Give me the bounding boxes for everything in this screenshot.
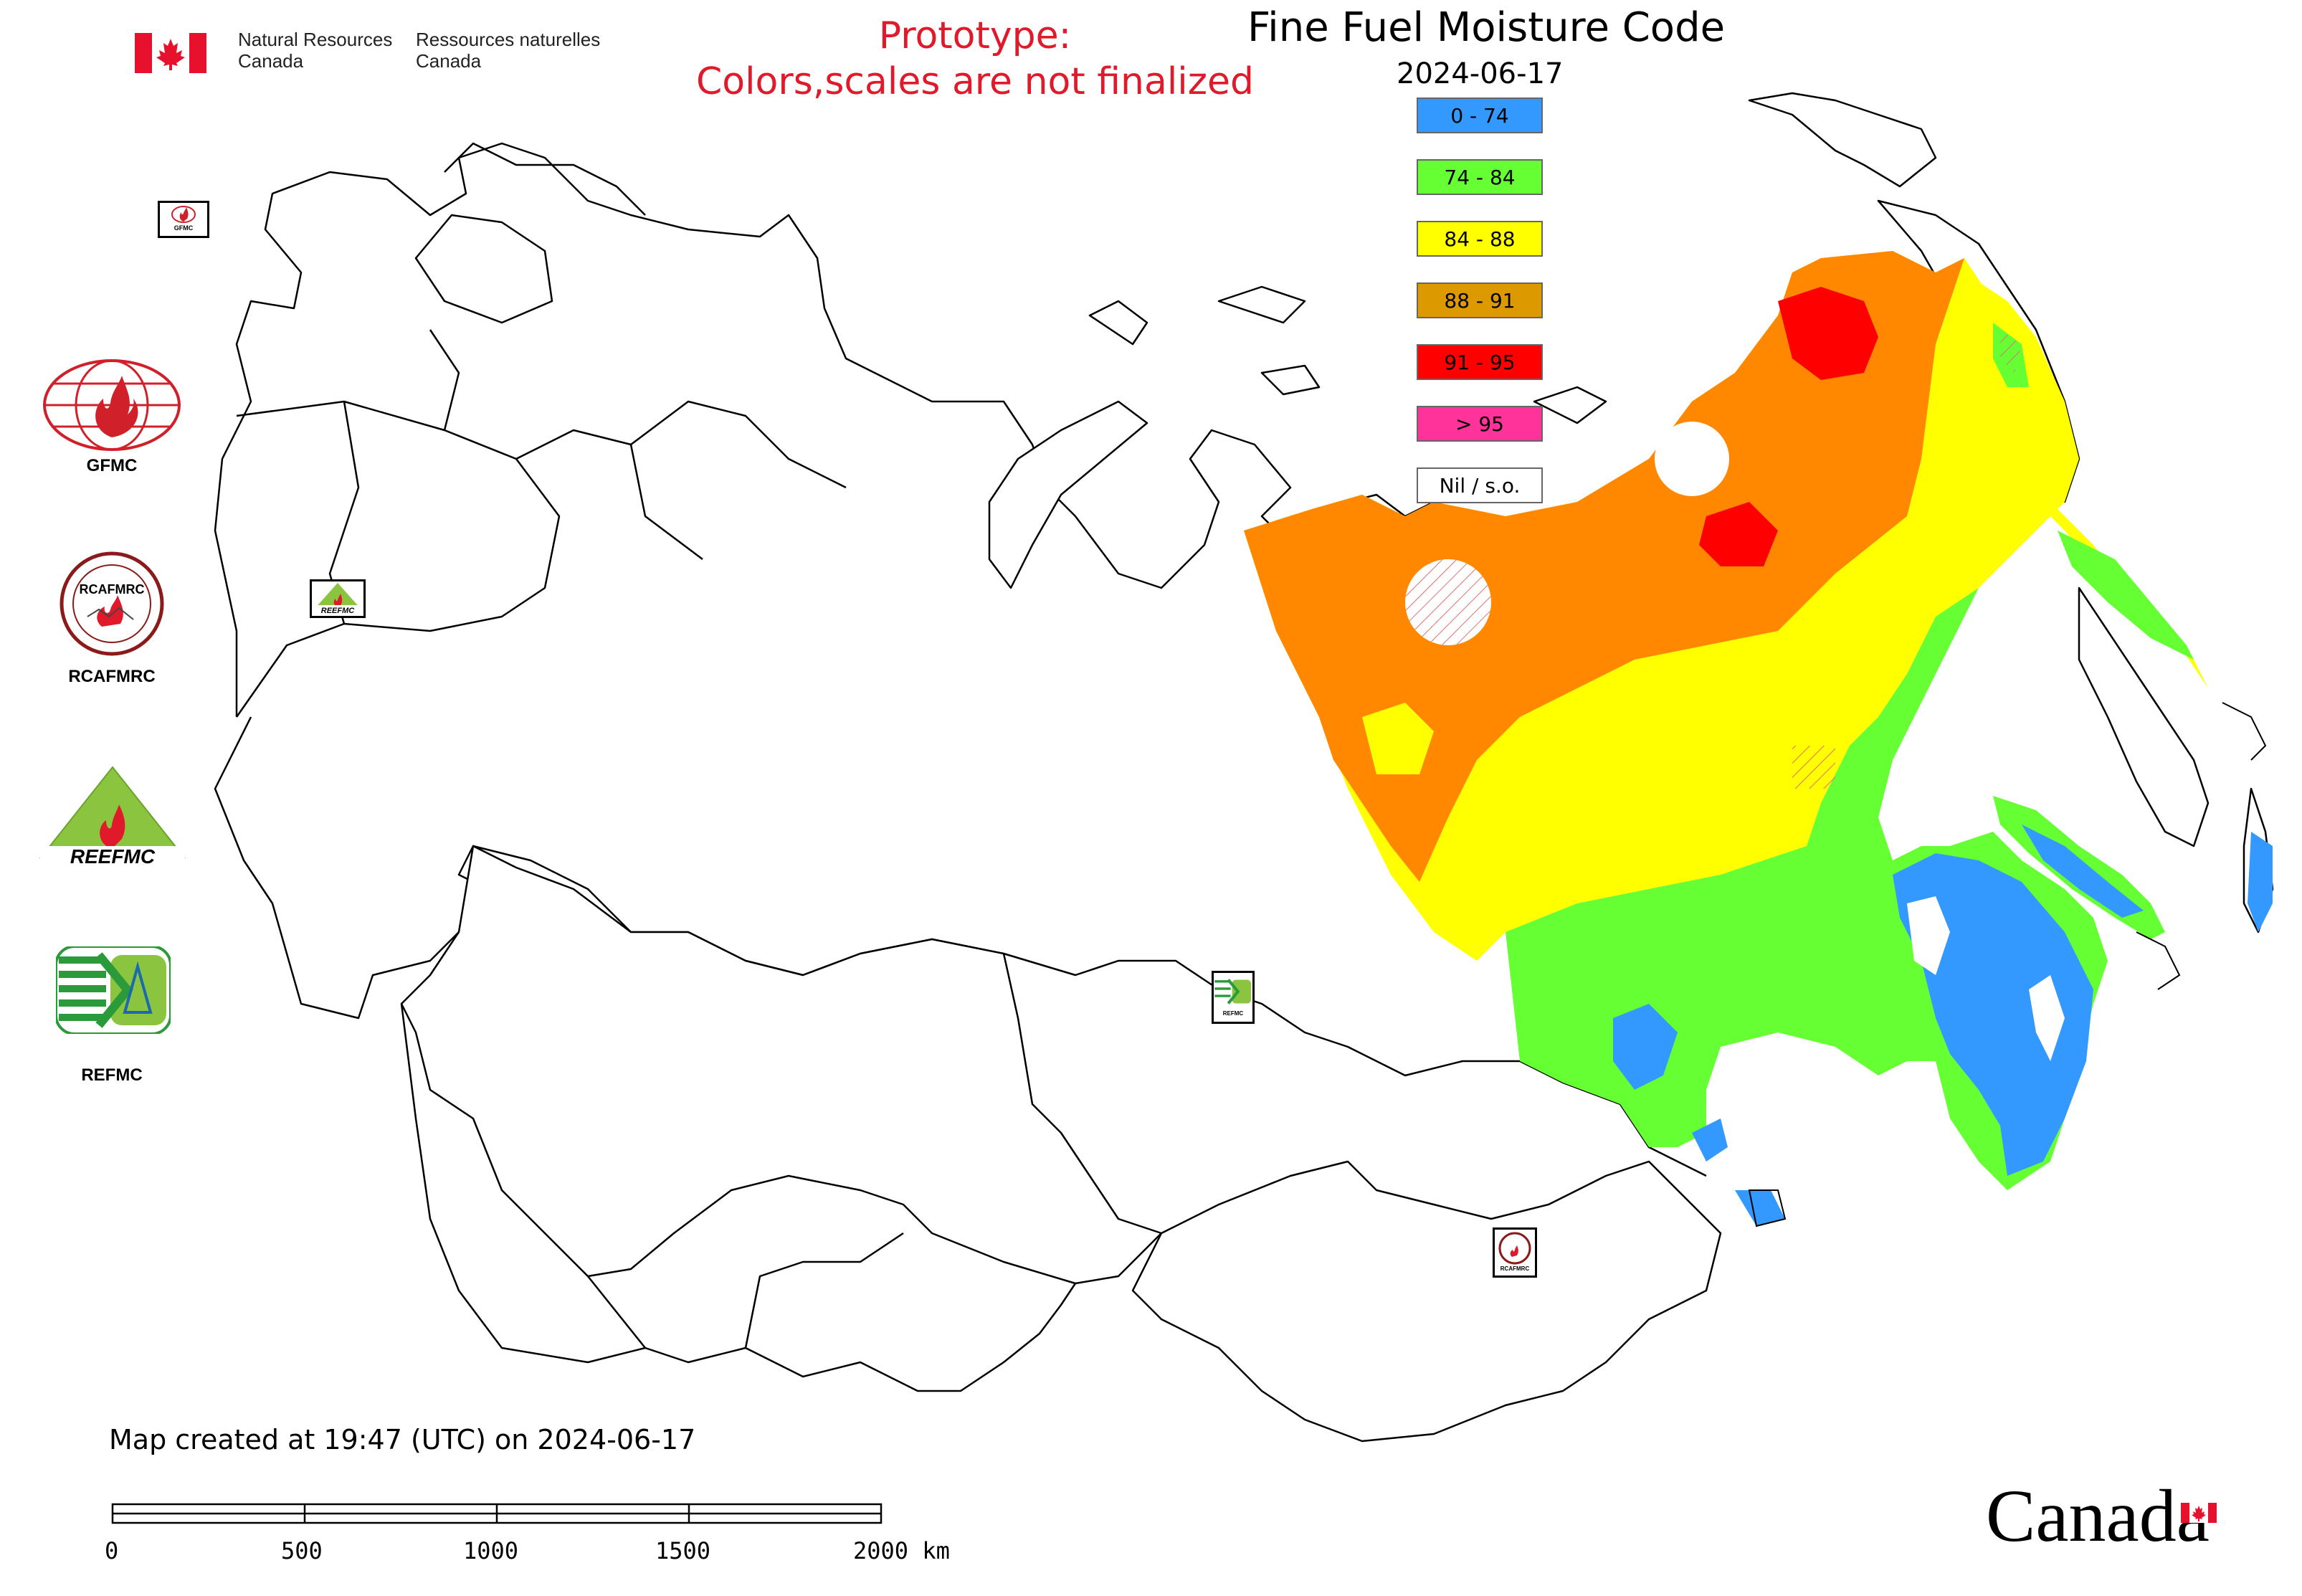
scale-label-1000: 1000 <box>463 1537 519 1564</box>
legend-item-4: 91 - 95 <box>1417 344 1543 380</box>
agency-fr-line2: Canada <box>416 50 482 72</box>
legend-item-3: 88 - 91 <box>1417 282 1543 318</box>
refmc-logo: REFMC <box>40 946 184 1090</box>
scale-label-1500: 1500 <box>655 1537 711 1564</box>
reefmc-label: REEFMC <box>70 845 156 868</box>
globe-flame-icon <box>43 359 181 451</box>
ring-seal-icon <box>1498 1232 1531 1265</box>
ffmc-field <box>1244 251 2273 1226</box>
legend-item-0: 0 - 74 <box>1417 98 1543 133</box>
legend-item-6: Nil / s.o. <box>1417 467 1543 503</box>
map-marker-reefmc: REEFMC <box>310 579 366 618</box>
map-marker-gfmc: GFMC <box>158 201 209 238</box>
sigma-logo-icon <box>56 946 171 1034</box>
agency-en-line2: Canada <box>238 50 304 72</box>
legend-item-2: 84 - 88 <box>1417 221 1543 257</box>
legend-label: 84 - 88 <box>1444 227 1516 251</box>
country-outlines <box>214 92 2274 1443</box>
legend-label: Nil / s.o. <box>1439 473 1521 498</box>
legend-label: 91 - 95 <box>1444 350 1516 374</box>
coastline-details <box>1748 702 2267 1227</box>
canada-wordmark: Canada <box>1986 1477 2222 1563</box>
rcafmrc-logo: RCAFMRC RCAFMRC <box>40 548 184 691</box>
legend-label: > 95 <box>1455 412 1504 436</box>
rcafmrc-label: RCAFMRC <box>68 667 156 686</box>
scale-labels: 0 500 1000 1500 2000 km <box>0 1537 1004 1573</box>
map-marker-rcafmrc-label: RCAFMRC <box>1500 1265 1530 1272</box>
nrcan-signature: Natural Resources Canada Ressources natu… <box>135 29 608 79</box>
map-marker-refmc: REFMC <box>1212 971 1255 1024</box>
scale-bar <box>111 1503 883 1524</box>
triangle-flame-icon: REEFMC <box>313 583 362 615</box>
map-title: Fine Fuel Moisture Code <box>1247 4 1726 51</box>
reefmc-logo: REEFMC <box>37 764 188 872</box>
scale-label-500: 500 <box>281 1537 323 1564</box>
ring-seal-icon: RCAFMRC <box>60 551 164 656</box>
map-marker-refmc-label: REFMC <box>1222 1010 1244 1017</box>
legend-label: 0 - 74 <box>1450 103 1509 128</box>
scale-label-2000: 2000 km <box>853 1537 950 1564</box>
prototype-line1: Prototype: <box>878 14 1072 57</box>
map-marker-reefmc-label: REEFMC <box>321 607 356 615</box>
globe-flame-icon <box>171 206 196 223</box>
legend: 0 - 74 74 - 84 84 - 88 88 - 91 91 - 95 >… <box>1417 98 1546 513</box>
scale-label-0: 0 <box>105 1537 119 1564</box>
canada-flag-icon <box>2181 1503 2217 1523</box>
legend-label: 88 - 91 <box>1444 288 1516 313</box>
agency-fr-line1: Ressources naturelles <box>416 29 601 50</box>
canada-wordmark-text: Canada <box>1986 1475 2210 1557</box>
map-created-text: Map created at 19:47 (UTC) on 2024-06-17 <box>109 1424 696 1455</box>
triangle-flame-icon: REEFMC <box>39 766 186 868</box>
refmc-label: REFMC <box>81 1065 143 1085</box>
map-date: 2024-06-17 <box>1397 57 1564 90</box>
prototype-notice: Prototype: Colors,scales are not finaliz… <box>674 13 1276 105</box>
canada-flag-icon <box>135 33 206 73</box>
rcafmrc-inner-text: RCAFMRC <box>80 582 145 597</box>
map-marker-gfmc-label: GFMC <box>173 224 194 232</box>
gfmc-label: GFMC <box>86 456 138 475</box>
sigma-logo-icon <box>1214 979 1251 1004</box>
gfmc-logo: GFMC <box>40 358 184 480</box>
legend-label: 74 - 84 <box>1444 165 1516 189</box>
prototype-line2: Colors,scales are not finalized <box>695 60 1255 103</box>
legend-item-1: 74 - 84 <box>1417 159 1543 195</box>
agency-en-line1: Natural Resources <box>238 29 393 50</box>
legend-item-5: > 95 <box>1417 406 1543 442</box>
map-marker-rcafmrc: RCAFMRC <box>1493 1227 1537 1278</box>
